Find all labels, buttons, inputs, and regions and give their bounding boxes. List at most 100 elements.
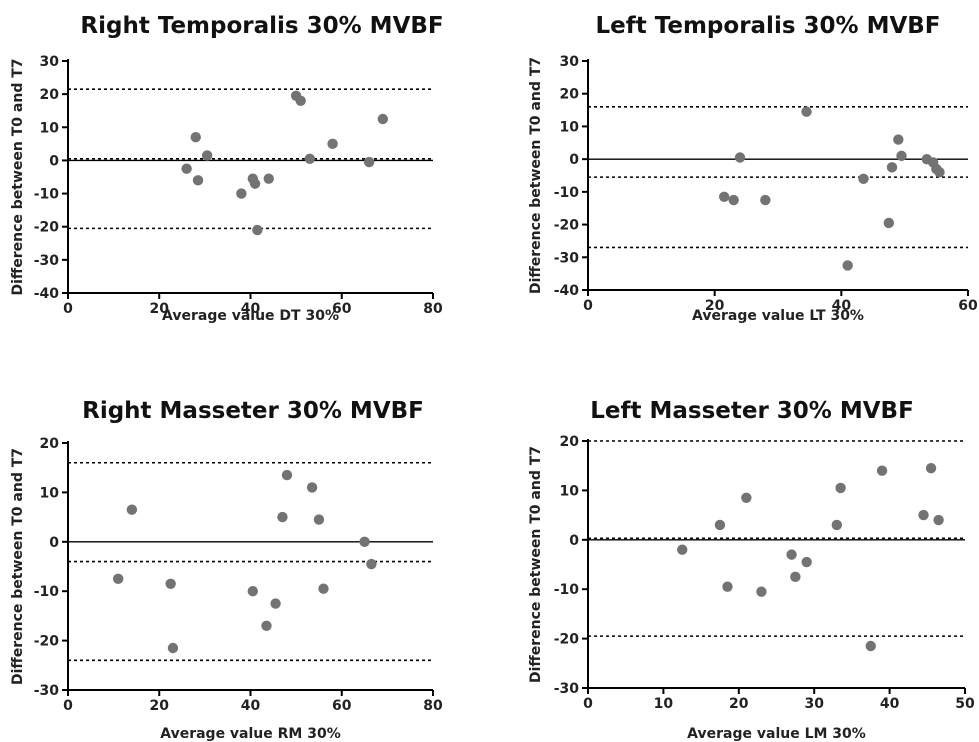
data-point	[760, 194, 771, 206]
chart-panel-1: Right Temporalis 30% MVBF -40 -30 -20 -10 0 10…	[10, 13, 444, 324]
x-axis-label: Average value RM 30%	[160, 726, 341, 742]
x-tick-label: 10	[654, 696, 674, 712]
y-tick-label: 0	[569, 152, 579, 168]
x-tick-label: 60	[332, 301, 352, 317]
data-point	[858, 173, 869, 184]
y-axis-label: Difference between T0 and T7	[528, 57, 544, 294]
data-point	[741, 492, 752, 504]
y-tick-label: -30	[554, 681, 580, 697]
x-tick-label: 0	[63, 301, 73, 317]
data-point	[835, 482, 846, 494]
y-tick-label: -30	[34, 253, 60, 269]
chart-panel-3: Right Masseter 30% MVBF -30 -20 -10 0 10 20 0 20…	[10, 398, 443, 742]
data-point	[327, 138, 338, 150]
y-tick-label: 30	[560, 54, 580, 70]
x-axis-label: Average value LM 30%	[687, 726, 866, 742]
y-tick-label: 10	[40, 485, 60, 501]
y-axis-label: Difference between T0 and T7	[528, 446, 544, 683]
y-tick-label: -30	[34, 683, 60, 699]
data-point	[236, 188, 247, 199]
data-point	[247, 586, 258, 597]
y-tick-label: -30	[554, 250, 580, 266]
data-point	[359, 536, 370, 547]
x-tick-label: 20	[705, 298, 725, 314]
data-point	[925, 462, 937, 474]
chart-panel-2: Left Temporalis 30% MVBF -40 -30 -20 -10 0 10 2…	[528, 13, 978, 324]
data-point	[295, 95, 306, 106]
y-tick-label: -20	[554, 218, 580, 234]
y-tick-label: -40	[34, 286, 60, 302]
data-point	[306, 482, 318, 493]
y-tick-label: 20	[40, 87, 60, 103]
chart-title: Right Temporalis 30% MVBF	[80, 13, 443, 39]
data-point	[181, 163, 192, 174]
data-point	[790, 571, 801, 583]
x-tick-label: 80	[423, 698, 443, 714]
x-tick-label: 20	[729, 696, 749, 712]
data-point	[876, 465, 888, 476]
data-point	[831, 519, 843, 531]
y-tick-label: 10	[560, 119, 580, 135]
data-point	[896, 150, 907, 162]
data-point	[734, 152, 746, 163]
data-point	[318, 583, 329, 594]
data-point	[190, 132, 201, 143]
data-point	[728, 194, 739, 206]
x-tick-label: 40	[241, 301, 261, 317]
x-tick-label: 80	[423, 301, 443, 317]
x-tick-label: 0	[583, 298, 593, 314]
data-point	[363, 156, 375, 168]
x-axis-label: Average value LT 30%	[692, 308, 864, 324]
y-axis-label: Difference between T0 and T7	[10, 448, 26, 685]
y-tick-label: 20	[560, 87, 580, 103]
data-point	[801, 556, 812, 568]
x-tick-label: 40	[832, 298, 852, 314]
data-point	[313, 514, 325, 525]
data-point	[865, 640, 876, 652]
data-point	[886, 162, 898, 173]
data-point	[167, 642, 179, 654]
data-point	[933, 514, 944, 526]
y-tick-label: -20	[34, 634, 60, 650]
data-point	[842, 260, 853, 271]
y-tick-label: -20	[554, 632, 580, 648]
data-point	[677, 544, 688, 555]
chart-title: Left Temporalis 30% MVBF	[595, 13, 940, 39]
data-point	[281, 469, 293, 481]
data-point	[263, 173, 274, 184]
data-point	[801, 106, 812, 117]
chart-title: Right Masseter 30% MVBF	[82, 398, 424, 424]
data-point	[377, 113, 389, 125]
data-point	[722, 581, 733, 592]
data-point	[883, 217, 895, 229]
y-tick-label: -20	[34, 220, 60, 236]
y-tick-label: -10	[554, 185, 580, 201]
data-point	[192, 175, 204, 186]
data-point	[249, 178, 261, 189]
data-point	[270, 598, 281, 609]
data-point	[366, 558, 377, 570]
data-point	[718, 191, 730, 202]
y-tick-label: -10	[34, 187, 60, 203]
data-point	[277, 511, 288, 523]
data-point	[893, 134, 904, 145]
data-point	[165, 578, 176, 589]
y-tick-label: -10	[34, 584, 60, 600]
x-tick-label: 40	[880, 696, 900, 712]
x-tick-label: 50	[955, 696, 975, 712]
x-tick-label: 60	[332, 698, 352, 714]
x-tick-label: 0	[583, 696, 593, 712]
x-tick-label: 20	[150, 301, 170, 317]
y-tick-label: 0	[49, 153, 59, 169]
x-tick-label: 0	[63, 698, 73, 714]
data-point	[304, 153, 316, 164]
data-point	[934, 167, 945, 178]
y-tick-label: 30	[40, 54, 60, 70]
x-tick-label: 60	[958, 298, 978, 314]
y-tick-label: 20	[560, 434, 580, 450]
data-point	[126, 504, 138, 515]
y-tick-label: -40	[554, 283, 580, 299]
x-tick-label: 40	[241, 698, 261, 714]
chart-panel-4: Left Masseter 30% MVBF -30 -20 -10 0 10 20 0 10 2…	[528, 398, 975, 742]
y-tick-label: 0	[569, 533, 579, 549]
